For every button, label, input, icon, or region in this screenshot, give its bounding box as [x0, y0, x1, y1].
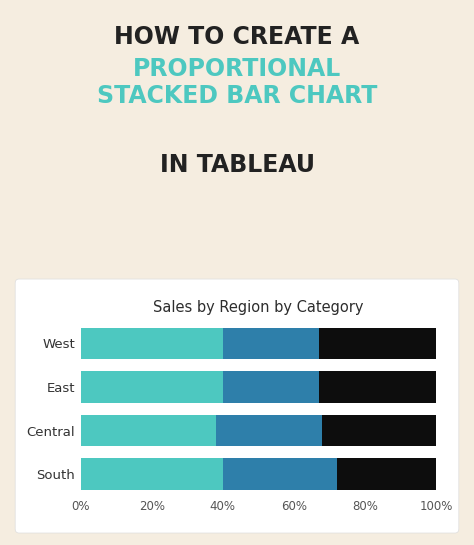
- Bar: [223, 371, 319, 403]
- Bar: [81, 328, 223, 359]
- Text: PROPORTIONAL
STACKED BAR CHART: PROPORTIONAL STACKED BAR CHART: [97, 57, 377, 108]
- Bar: [81, 415, 216, 446]
- Text: HOW TO CREATE A: HOW TO CREATE A: [114, 25, 360, 49]
- Bar: [216, 415, 322, 446]
- Bar: [322, 415, 436, 446]
- Text: IN TABLEAU: IN TABLEAU: [159, 153, 315, 177]
- Bar: [81, 371, 223, 403]
- Title: Sales by Region by Category: Sales by Region by Category: [153, 300, 364, 315]
- Bar: [337, 458, 436, 490]
- Bar: [81, 458, 223, 490]
- Bar: [319, 328, 436, 359]
- Bar: [223, 458, 337, 490]
- Bar: [319, 371, 436, 403]
- Bar: [223, 328, 319, 359]
